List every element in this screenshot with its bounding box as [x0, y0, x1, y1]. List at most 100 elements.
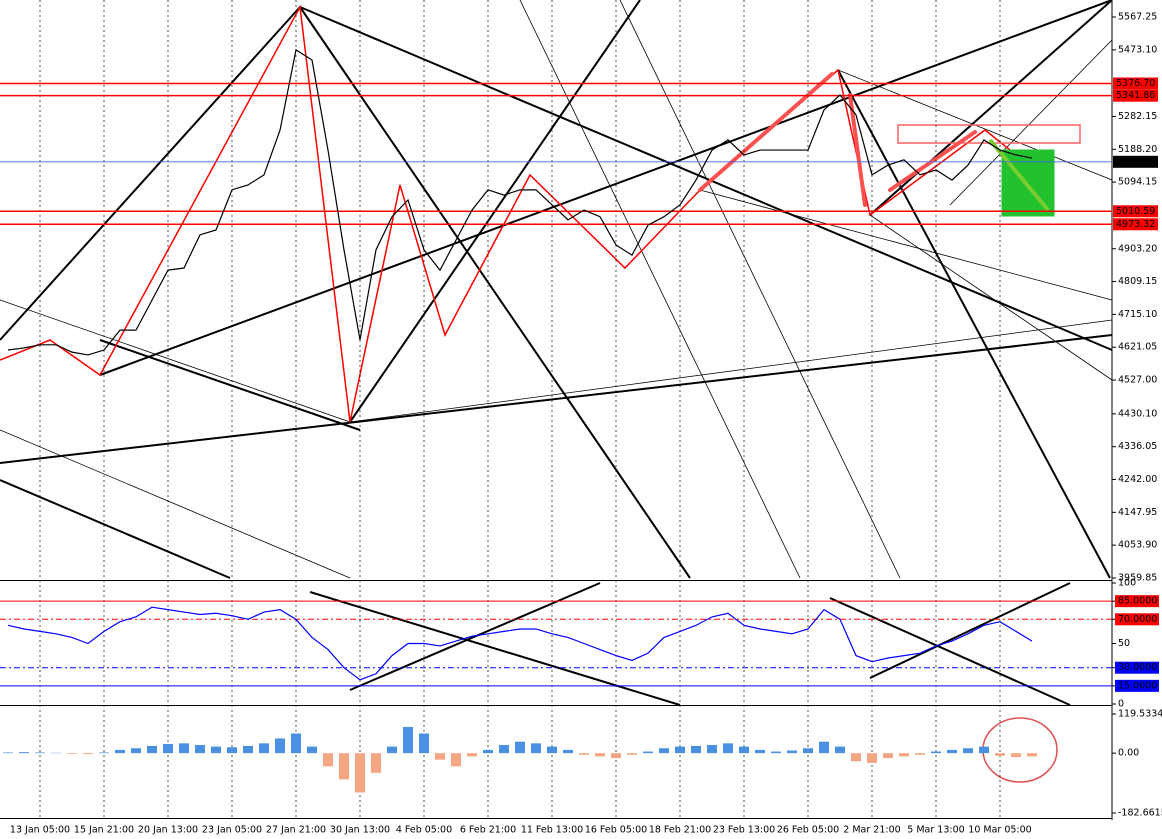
histogram-bar — [403, 726, 413, 754]
x-tick-label: 16 Feb 05:00 — [585, 825, 647, 836]
price-label-box — [1113, 218, 1158, 231]
histogram-bar — [931, 751, 941, 754]
x-tick-label: 23 Jan 05:00 — [202, 825, 262, 836]
histogram-bar — [835, 746, 845, 754]
histogram-bar — [3, 752, 13, 754]
histogram-bar — [483, 749, 493, 754]
y-tick-label: 4242.00 — [1118, 474, 1157, 485]
histogram-bar — [659, 748, 669, 754]
histogram-bar — [867, 753, 877, 763]
histogram-bar — [131, 748, 141, 754]
y-tick-label: 70.0000 — [1118, 614, 1157, 625]
histogram-bar — [819, 741, 829, 754]
x-tick-label: 26 Feb 05:00 — [777, 825, 839, 836]
y-tick-label: 4809.15 — [1118, 276, 1157, 287]
histogram-bar — [963, 748, 973, 754]
histogram-bar — [275, 738, 285, 754]
level-label-box — [1115, 661, 1159, 674]
y-tick-label: 4621.05 — [1118, 342, 1157, 353]
price-label-box — [1113, 89, 1158, 102]
y-tick-label: 5473.10 — [1118, 44, 1157, 55]
histogram-bar — [371, 753, 381, 773]
histogram-bar — [531, 743, 541, 754]
y-tick-label: 4147.95 — [1118, 507, 1157, 518]
x-tick-label: 5 Mar 13:00 — [907, 825, 964, 836]
histogram-bar — [755, 749, 765, 754]
x-tick-label: 13 Jan 05:00 — [10, 825, 70, 836]
histogram-bar — [163, 743, 173, 754]
histogram-bar — [243, 745, 253, 754]
histogram-bar — [691, 745, 701, 754]
x-tick-label: 30 Jan 13:00 — [330, 825, 390, 836]
histogram-bar — [355, 753, 365, 793]
histogram-bar — [227, 747, 237, 754]
histogram-bar — [435, 753, 445, 760]
histogram-bar — [851, 753, 861, 762]
histogram-bar — [83, 753, 93, 755]
histogram-bar — [675, 746, 685, 754]
x-tick-label: 10 Mar 05:00 — [968, 825, 1031, 836]
y-tick-label: 4430.10 — [1118, 408, 1157, 419]
histogram-bar — [1027, 753, 1037, 757]
histogram-bar — [643, 751, 653, 754]
price-label: 5010.59 — [1116, 206, 1155, 217]
histogram-bar — [595, 753, 605, 757]
x-tick-label: 18 Feb 21:00 — [649, 825, 711, 836]
histogram-bar — [147, 745, 157, 754]
x-tick-label: 2 Mar 21:00 — [843, 825, 900, 836]
level-label-box — [1115, 595, 1159, 608]
histogram-bar — [771, 751, 781, 754]
panel-borders — [0, 0, 1113, 820]
x-tick-label: 11 Feb 13:00 — [521, 825, 583, 836]
price-label: 5341.86 — [1116, 90, 1155, 101]
histogram-bar — [179, 743, 189, 754]
y-tick-label: 119.5334 — [1118, 709, 1162, 720]
y-tick-label: 0 — [1118, 699, 1124, 710]
y-tick-label: 100 — [1118, 578, 1136, 589]
histogram-bar — [563, 749, 573, 754]
y-tick-label: 5188.20 — [1118, 144, 1157, 155]
histogram-bar — [387, 746, 397, 754]
y-tick-label: -182.6615 — [1118, 808, 1162, 819]
y-tick-label: 15.0000 — [1118, 680, 1157, 691]
price-line — [7, 606, 1033, 681]
price-label-box — [1113, 205, 1158, 218]
histogram-bar — [339, 753, 349, 780]
y-tick-label: 4903.20 — [1118, 243, 1157, 254]
histogram-bar — [579, 753, 589, 755]
price-label: 5376.70 — [1116, 78, 1155, 89]
y-tick-label: 50 — [1118, 638, 1130, 649]
histogram-bar — [467, 753, 477, 757]
histogram-bar — [883, 753, 893, 759]
y-tick-label: 4715.10 — [1118, 309, 1157, 320]
histogram-bar — [707, 744, 717, 754]
histogram-bar — [115, 749, 125, 754]
x-tick-label: 4 Feb 05:00 — [396, 825, 452, 836]
y-tick-label: 30.0000 — [1118, 662, 1157, 673]
histogram-bar — [739, 746, 749, 754]
histogram-bar — [323, 753, 333, 767]
histogram-bar — [419, 733, 429, 754]
histogram-bar — [515, 741, 525, 754]
histogram-bar — [979, 746, 989, 754]
y-tick-label: 85.0000 — [1118, 596, 1157, 607]
level-label-box — [1115, 613, 1159, 626]
histogram-bar — [803, 748, 813, 754]
histogram-bar — [211, 746, 221, 754]
histogram-bar — [1011, 753, 1021, 758]
y-tick-label: 0.00 — [1118, 748, 1139, 759]
price-label-box — [1113, 77, 1158, 90]
y-tick-label: 5567.25 — [1118, 12, 1157, 23]
histogram-bar — [787, 750, 797, 754]
histogram-bar — [499, 744, 509, 754]
histogram-bar — [307, 746, 317, 754]
histogram-bar — [899, 753, 909, 757]
level-label-box — [1115, 679, 1159, 692]
histogram-bar — [291, 733, 301, 754]
histogram-bar — [35, 752, 45, 754]
price-label: 4973.32 — [1116, 219, 1155, 230]
price-label: 5152.35 — [1116, 156, 1155, 167]
x-tick-label: 6 Feb 21:00 — [460, 825, 516, 836]
histogram-bar — [67, 753, 77, 754]
